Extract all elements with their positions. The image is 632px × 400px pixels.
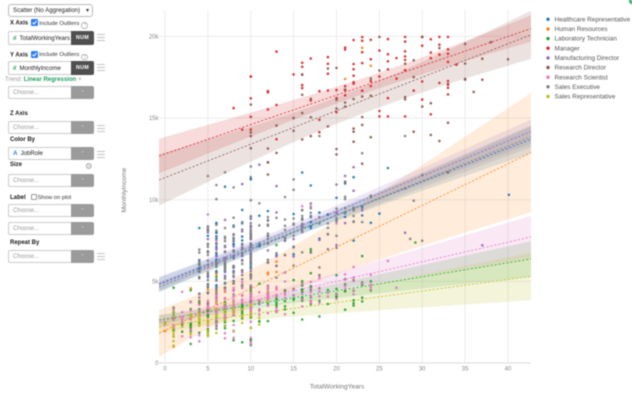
svg-text:5: 5 [206, 367, 210, 373]
svg-text:Sales Representative: Sales Representative [555, 94, 616, 101]
svg-text:Laboratory Technician: Laboratory Technician [555, 36, 618, 43]
svg-text:Research Director: Research Director [555, 65, 607, 72]
svg-text:30: 30 [419, 367, 426, 373]
svg-text:20: 20 [333, 367, 340, 373]
svg-text:10k: 10k [149, 198, 160, 204]
svg-text:5k: 5k [152, 280, 159, 286]
svg-text:Sales Executive: Sales Executive [555, 84, 601, 91]
svg-text:TotalWorkingYears: TotalWorkingYears [310, 384, 365, 391]
svg-text:Manufacturing Director: Manufacturing Director [555, 55, 621, 62]
svg-text:20k: 20k [149, 35, 160, 41]
svg-text:10: 10 [247, 367, 254, 373]
svg-text:15: 15 [290, 367, 297, 373]
svg-text:Healthcare Representative: Healthcare Representative [555, 16, 631, 23]
svg-text:Research Scientist: Research Scientist [555, 74, 609, 81]
svg-text:35: 35 [462, 367, 469, 373]
svg-text:Manager: Manager [555, 45, 581, 52]
svg-text:15k: 15k [149, 116, 160, 122]
svg-text:40: 40 [505, 367, 512, 373]
svg-text:MonthlyIncome: MonthlyIncome [121, 167, 128, 212]
svg-text:25: 25 [376, 367, 383, 373]
svg-text:Human Resources: Human Resources [555, 26, 608, 33]
svg-text:0: 0 [163, 367, 167, 373]
svg-text:0: 0 [155, 361, 159, 367]
